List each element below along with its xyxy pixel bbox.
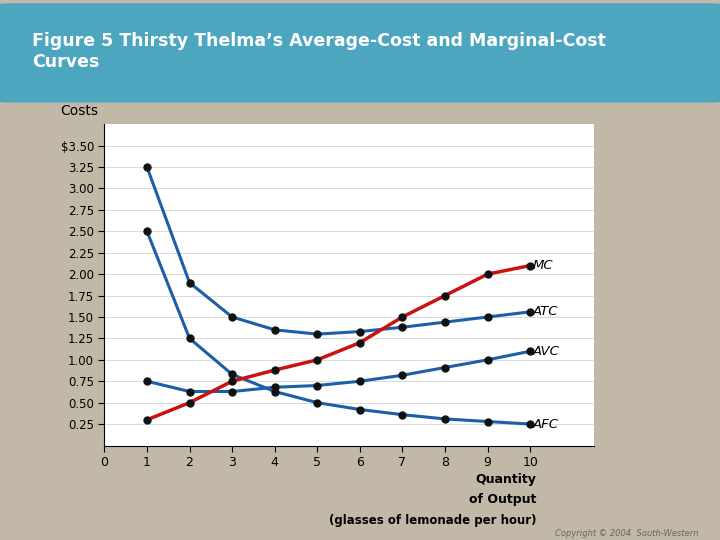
Text: Quantity: Quantity [475,473,536,487]
Text: Copyright © 2004  South-Western: Copyright © 2004 South-Western [555,529,698,538]
Text: ATC: ATC [532,305,558,319]
Text: AVC: AVC [532,345,559,358]
Text: Costs: Costs [60,104,99,118]
Text: AFC: AFC [532,417,558,430]
Text: Figure 5 Thirsty Thelma’s Average-Cost and Marginal-Cost
Curves: Figure 5 Thirsty Thelma’s Average-Cost a… [32,32,606,71]
Text: of Output: of Output [469,493,536,507]
FancyBboxPatch shape [0,3,720,103]
Text: MC: MC [532,259,553,272]
Text: (glasses of lemonade per hour): (glasses of lemonade per hour) [329,514,536,527]
